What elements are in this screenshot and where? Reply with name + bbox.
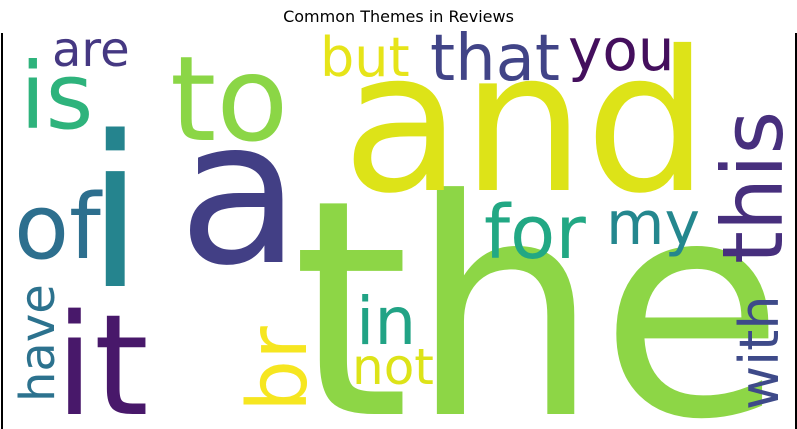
word-are: are [52, 22, 130, 78]
word-have: have [10, 284, 66, 402]
word-this: this [704, 111, 797, 264]
word-is: is [20, 43, 94, 150]
word-you: you [568, 16, 675, 84]
word-and: and [342, 9, 709, 236]
word-but: but [320, 26, 410, 89]
word-not: not [352, 338, 434, 396]
word-my: my [606, 189, 700, 259]
cloud-border [1, 33, 797, 429]
word-the: the [292, 136, 784, 429]
word-in: in [356, 283, 416, 360]
word-with: with [728, 295, 791, 410]
word-br: br [231, 326, 326, 412]
chart-title: Common Themes in Reviews [283, 7, 514, 26]
word-that: that [430, 22, 560, 96]
word-for: for [484, 190, 586, 276]
word-of: of [14, 175, 103, 280]
word-it: it [55, 285, 149, 429]
word-a: a [178, 77, 301, 310]
word-to: to [170, 30, 288, 168]
word-i: i [86, 91, 144, 336]
